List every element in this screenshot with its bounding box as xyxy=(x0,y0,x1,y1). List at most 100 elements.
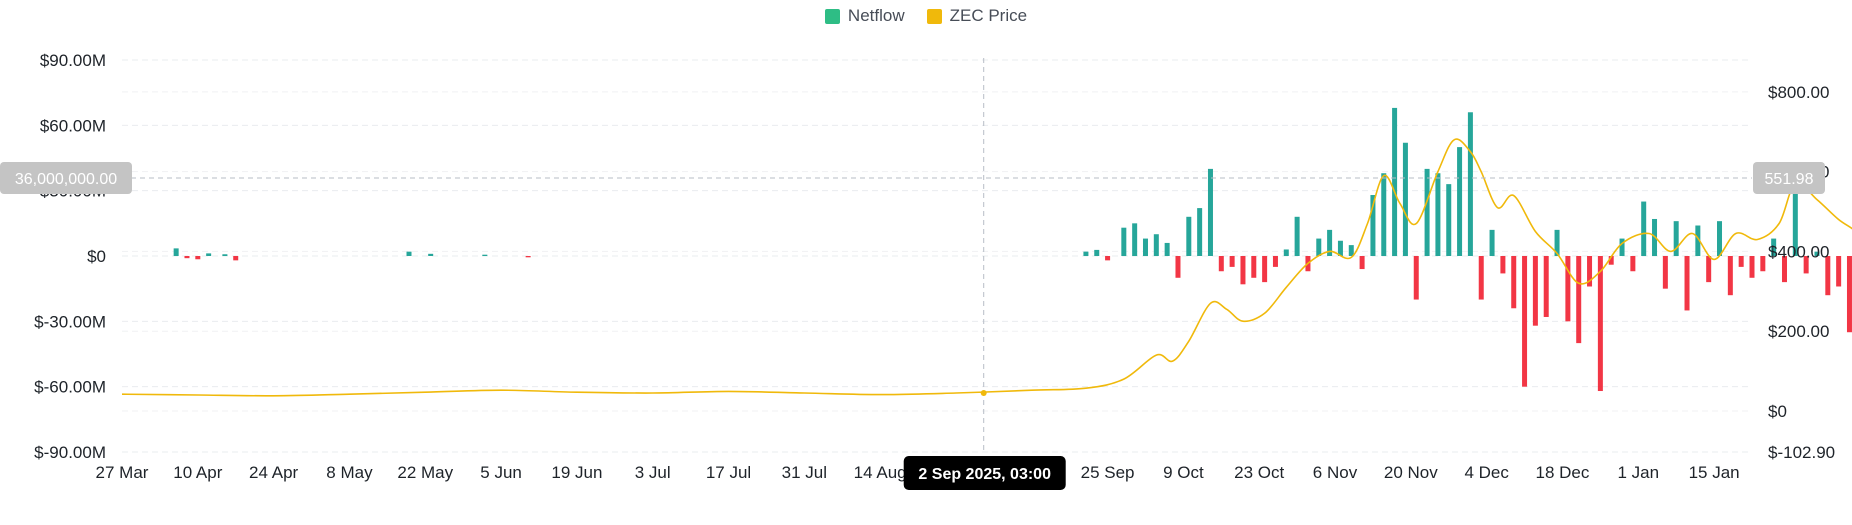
netflow-bar xyxy=(222,254,228,256)
netflow-swatch-icon xyxy=(824,8,840,24)
netflow-bar xyxy=(1218,256,1224,272)
netflow-bars xyxy=(173,107,1852,392)
left-axis-tick-label: $-60.00M xyxy=(34,378,106,397)
netflow-bar xyxy=(1803,256,1809,274)
netflow-bar xyxy=(1749,256,1755,278)
netflow-bar xyxy=(525,256,531,258)
price-swatch-icon xyxy=(926,8,942,24)
x-axis-tick-label: 17 Jul xyxy=(706,463,751,482)
netflow-bar xyxy=(1630,256,1636,272)
netflow-bar xyxy=(1619,238,1625,256)
netflow-bar xyxy=(1121,227,1127,256)
chart-legend: Netflow ZEC Price xyxy=(0,6,1852,26)
legend-item-price[interactable]: ZEC Price xyxy=(926,6,1028,26)
netflow-bar xyxy=(1781,256,1787,283)
x-axis-tick-label: 24 Apr xyxy=(249,463,298,482)
zec-price-line xyxy=(121,138,1852,397)
x-axis-tick-label: 6 Nov xyxy=(1313,463,1358,482)
netflow-bar xyxy=(1294,216,1300,256)
netflow-bar xyxy=(1094,249,1100,256)
netflow-bar xyxy=(1825,256,1831,296)
netflow-bar xyxy=(1576,256,1582,344)
netflow-bar xyxy=(1142,238,1148,256)
netflow-bar xyxy=(1727,256,1733,296)
netflow-bar xyxy=(1359,256,1365,270)
left-axis-tick-label: $60.00M xyxy=(40,116,106,135)
netflow-bar xyxy=(428,253,434,256)
crosshair: 36,000,000.00 551.98 2 Sep 2025, 03:00 xyxy=(0,58,1825,490)
netflow-bar xyxy=(1792,173,1798,256)
x-axis-tick-label: 5 Jun xyxy=(480,463,522,482)
netflow-bar xyxy=(233,256,239,261)
netflow-bar xyxy=(1207,168,1213,256)
netflow-bar xyxy=(1717,221,1723,256)
netflow-bar xyxy=(1641,201,1647,256)
netflow-bar xyxy=(206,253,212,256)
x-axis-tick-label: 23 Oct xyxy=(1234,463,1284,482)
right-axis-tick-label: $200.00 xyxy=(1768,322,1829,341)
netflow-bar xyxy=(1327,229,1333,256)
netflow-bar xyxy=(1489,229,1495,256)
netflow-bar xyxy=(1272,256,1278,267)
netflow-bar xyxy=(1522,256,1528,387)
netflow-bar xyxy=(1662,256,1668,289)
netflow-bar xyxy=(1197,208,1203,256)
netflow-bar xyxy=(1402,142,1408,256)
netflow-bar xyxy=(1846,256,1852,333)
netflow-bar xyxy=(1738,256,1744,267)
left-axis-tick-label: $90.00M xyxy=(40,51,106,70)
netflow-bar xyxy=(1262,256,1268,283)
netflow-bar xyxy=(1316,238,1322,256)
netflow-bar xyxy=(1164,242,1170,256)
netflow-bar xyxy=(1251,256,1257,278)
netflow-bar xyxy=(1565,256,1571,322)
netflow-bar xyxy=(173,248,179,256)
netflow-bar xyxy=(1706,256,1712,283)
netflow-bar xyxy=(184,256,190,259)
netflow-bar xyxy=(1186,216,1192,256)
x-axis-tick-label: 22 May xyxy=(397,463,453,482)
netflow-bar xyxy=(1673,221,1679,256)
netflow-bar xyxy=(1467,112,1473,257)
x-axis-tick-label: 31 Jul xyxy=(782,463,827,482)
netflow-bar xyxy=(1446,184,1452,256)
crosshair-right-badge xyxy=(1753,162,1825,194)
x-axis-tick-label: 25 Sep xyxy=(1081,463,1135,482)
legend-label-netflow: Netflow xyxy=(847,6,905,25)
netflow-bar xyxy=(1175,256,1181,278)
netflow-bar xyxy=(1543,256,1549,317)
netflow-bar xyxy=(1608,256,1614,265)
netflow-bar xyxy=(1457,147,1463,256)
x-axis-tick-label: 9 Oct xyxy=(1163,463,1204,482)
netflow-bar xyxy=(1814,251,1820,256)
netflow-bar xyxy=(1695,225,1701,256)
right-axis-tick-label: $400.00 xyxy=(1768,242,1829,261)
x-axis-tick-label: 10 Apr xyxy=(173,463,222,482)
netflow-bar xyxy=(406,251,412,256)
netflow-bar xyxy=(1083,251,1089,256)
netflow-bar xyxy=(1771,238,1777,256)
legend-item-netflow[interactable]: Netflow xyxy=(824,6,905,26)
netflow-bar xyxy=(195,256,201,260)
left-axis-tick-label: $-90.00M xyxy=(34,443,106,462)
left-axis-tick-label: $-30.00M xyxy=(34,312,106,331)
netflow-bar xyxy=(1684,256,1690,311)
crosshair-left-badge xyxy=(0,162,132,194)
netflow-bar xyxy=(1105,256,1111,261)
netflow-bar xyxy=(1132,223,1138,256)
netflow-bar xyxy=(1370,195,1376,256)
crosshair-left-value: 36,000,000.00 xyxy=(15,171,117,188)
x-axis-tick-label: 4 Dec xyxy=(1464,463,1509,482)
netflow-bar xyxy=(1500,256,1506,274)
netflow-bar xyxy=(1348,245,1354,256)
netflow-bar xyxy=(1435,173,1441,256)
x-axis-tick-label: 8 May xyxy=(326,463,373,482)
x-axis-tick-label: 27 Mar xyxy=(96,463,149,482)
grid-lines xyxy=(122,59,1752,453)
right-axis-tick-label: $0 xyxy=(1768,402,1787,421)
right-axis-tick-label: $-102.90 xyxy=(1768,443,1835,462)
netflow-bar xyxy=(1511,256,1517,309)
legend-label-price: ZEC Price xyxy=(949,6,1028,25)
netflow-bar xyxy=(1337,240,1343,256)
